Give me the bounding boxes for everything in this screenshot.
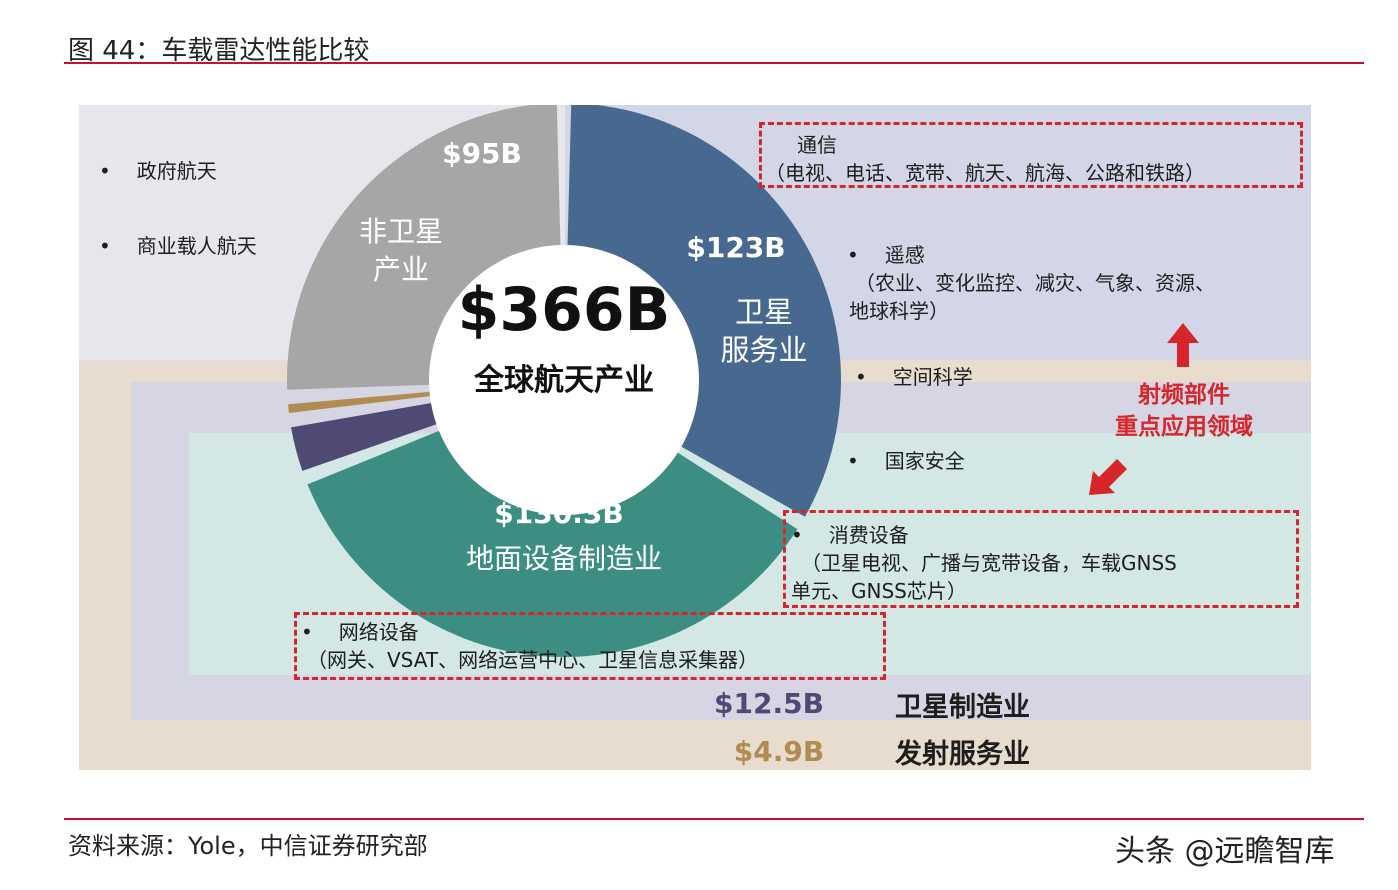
bullet-dot: • <box>847 449 859 473</box>
remote-sensing-detail-1: （农业、变化监控、减灾、气象、资源、 <box>855 271 1215 295</box>
bullet-text: 国家安全 <box>884 449 965 473</box>
slice-ground-equipment <box>307 380 798 657</box>
communication-detail: （电视、电话、宽带、航天、航海、公路和铁路） <box>765 161 1205 185</box>
bullet-dot: • <box>791 523 803 547</box>
satellite-manufacturing-label: 卫星制造业 <box>895 692 1030 723</box>
remote-sensing-detail-2: 地球科学） <box>849 299 949 323</box>
bullet-text: 消费设备 <box>828 523 909 547</box>
network-equipment-detail: （网关、VSAT、网络运营中心、卫星信息采集器） <box>307 648 759 672</box>
bullet-government-space: • 政府航天 <box>99 155 217 184</box>
center-total-value: $366B <box>457 275 671 345</box>
bullet-commercial-human-spaceflight: • 商业载人航天 <box>99 230 257 259</box>
slice-value-satellite-services: $123B <box>686 231 786 264</box>
slice-label-non-satellite: 非卫星 产业 <box>358 215 443 286</box>
bullet-space-science: • 空间科学 <box>855 361 973 390</box>
slice-value-non-satellite: $95B <box>442 137 522 170</box>
watermark: 头条 @远瞻智库 <box>1115 834 1335 869</box>
consumer-equipment-detail-2: 单元、GNSS芯片） <box>791 579 967 603</box>
donut-hole <box>429 245 699 515</box>
network-equipment-highlight-box <box>294 612 886 680</box>
bullet-consumer-equipment: • 消费设备 <box>791 519 909 548</box>
slice-value-ground-equipment: $130.3B <box>494 497 624 530</box>
rf-callout-line2: 重点应用领域 <box>1115 414 1253 440</box>
slice-label-ground-equipment: 地面设备制造业 <box>465 542 662 575</box>
down-left-arrow-icon <box>1089 459 1127 495</box>
donut-chart <box>287 105 841 657</box>
source-rule <box>64 818 1364 820</box>
communication-highlight-box <box>759 122 1303 188</box>
center-total-label: 全球航天产业 <box>474 363 654 398</box>
bullet-dot: • <box>99 234 111 258</box>
launch-services-value: $4.9B <box>733 735 825 768</box>
rf-callout-line1: 射频部件 <box>1138 382 1230 408</box>
bullet-text: 商业载人航天 <box>136 234 257 258</box>
bullet-text: 网络设备 <box>338 620 419 644</box>
bullet-text: 政府航天 <box>136 159 217 183</box>
consumer-equipment-highlight-box <box>783 510 1299 608</box>
bullet-dot: • <box>847 243 859 267</box>
consumer-equipment-detail-1: （卫星电视、广播与宽带设备，车载GNSS <box>801 551 1177 575</box>
bullet-remote-sensing: • 遥感 <box>847 239 925 268</box>
title-rule <box>64 62 1364 64</box>
source-note: 资料来源：Yole，中信证券研究部 <box>68 832 428 860</box>
bullet-dot: • <box>301 620 313 644</box>
up-arrow-icon <box>1167 323 1199 367</box>
slice-label-satellite-services: 卫星 服务业 <box>720 295 808 367</box>
bullet-text: 空间科学 <box>892 365 973 389</box>
satellite-manufacturing-value: $12.5B <box>714 687 824 720</box>
figure-title: 图 44：车载雷达性能比较 <box>68 36 370 66</box>
communication-title: 通信 <box>797 133 837 157</box>
bullet-dot: • <box>99 159 111 183</box>
figure-area: $366B 全球航天产业 $95B 非卫星 产业 $123B 卫星 服务业 $1… <box>79 105 1311 770</box>
bullet-text: 遥感 <box>884 243 925 267</box>
bullet-dot: • <box>855 365 867 389</box>
bullet-national-security: • 国家安全 <box>847 445 965 474</box>
launch-services-label: 发射服务业 <box>895 739 1030 770</box>
bullet-network-equipment: • 网络设备 <box>301 616 419 645</box>
